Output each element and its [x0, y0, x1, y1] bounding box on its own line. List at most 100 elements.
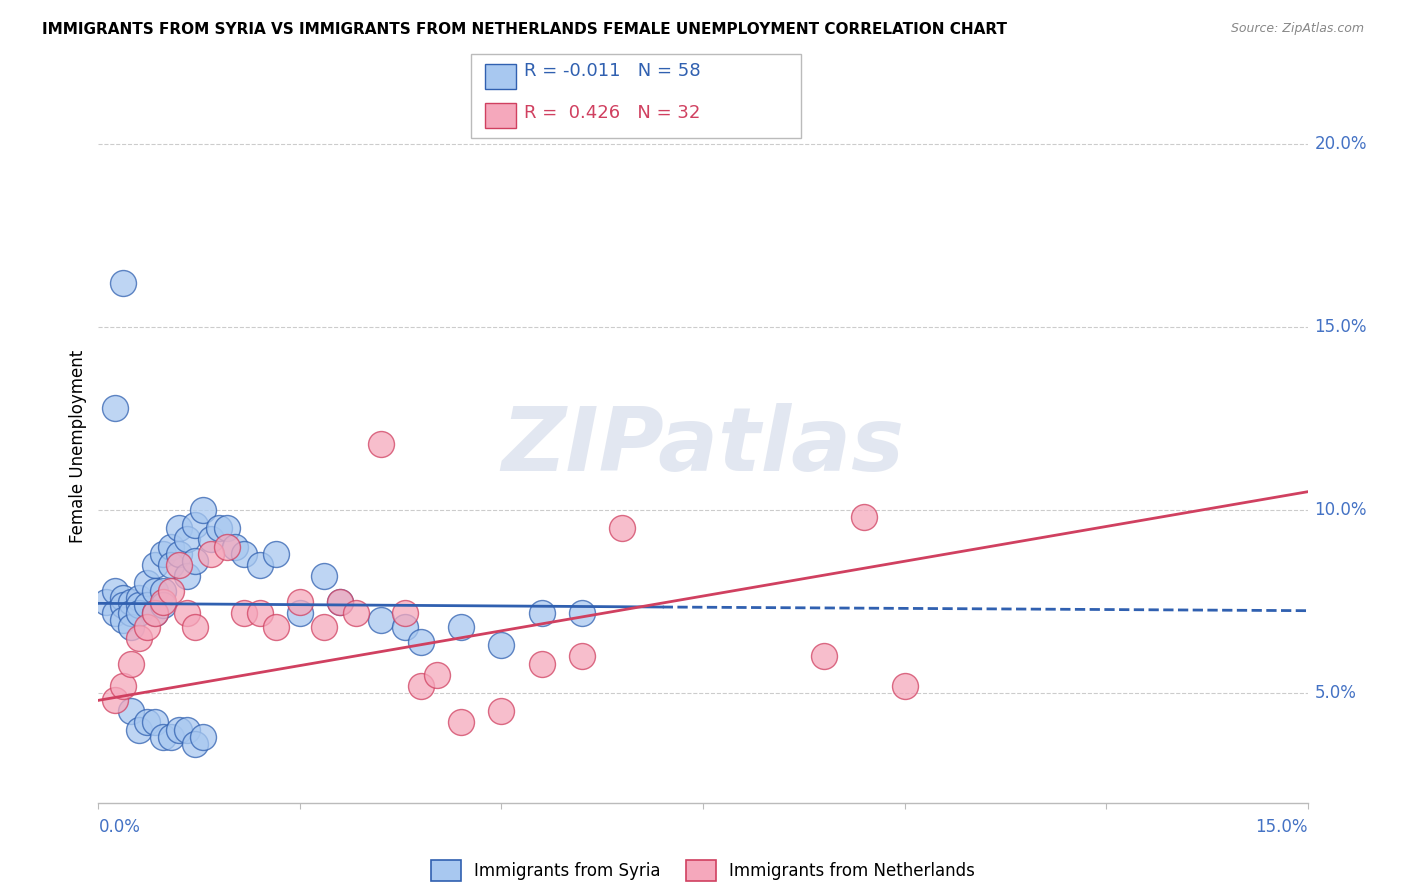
- Point: [160, 583, 183, 598]
- Point: [184, 554, 207, 568]
- Point: [111, 598, 134, 612]
- Point: [813, 649, 835, 664]
- Point: [200, 533, 222, 547]
- Point: [135, 598, 157, 612]
- Point: [111, 591, 134, 605]
- Text: 15.0%: 15.0%: [1315, 318, 1367, 336]
- Point: [450, 715, 472, 730]
- Point: [193, 503, 215, 517]
- Point: [853, 510, 876, 524]
- Point: [491, 639, 513, 653]
- Point: [135, 715, 157, 730]
- Point: [120, 704, 142, 718]
- Point: [120, 606, 142, 620]
- Point: [491, 704, 513, 718]
- Point: [370, 613, 392, 627]
- Point: [176, 606, 198, 620]
- Point: [249, 558, 271, 572]
- Point: [128, 606, 150, 620]
- Point: [167, 547, 190, 561]
- Point: [409, 634, 432, 648]
- Point: [143, 606, 166, 620]
- Point: [128, 598, 150, 612]
- Point: [160, 730, 183, 744]
- Point: [329, 594, 352, 608]
- Point: [426, 667, 449, 681]
- Point: [217, 540, 239, 554]
- Point: [176, 533, 198, 547]
- Point: [143, 583, 166, 598]
- Text: ZIPatlas: ZIPatlas: [502, 402, 904, 490]
- Text: 20.0%: 20.0%: [1315, 135, 1367, 153]
- Text: 15.0%: 15.0%: [1256, 818, 1308, 836]
- Point: [314, 620, 336, 634]
- Point: [135, 620, 157, 634]
- Point: [167, 558, 190, 572]
- Point: [111, 679, 134, 693]
- Point: [612, 521, 634, 535]
- Point: [200, 547, 222, 561]
- Text: IMMIGRANTS FROM SYRIA VS IMMIGRANTS FROM NETHERLANDS FEMALE UNEMPLOYMENT CORRELA: IMMIGRANTS FROM SYRIA VS IMMIGRANTS FROM…: [42, 22, 1007, 37]
- Point: [450, 620, 472, 634]
- Text: Source: ZipAtlas.com: Source: ZipAtlas.com: [1230, 22, 1364, 36]
- Point: [167, 521, 190, 535]
- Point: [128, 591, 150, 605]
- Point: [167, 723, 190, 737]
- Point: [288, 594, 311, 608]
- Point: [394, 620, 416, 634]
- Text: 10.0%: 10.0%: [1315, 501, 1367, 519]
- Point: [120, 620, 142, 634]
- Point: [120, 594, 142, 608]
- Legend: Immigrants from Syria, Immigrants from Netherlands: Immigrants from Syria, Immigrants from N…: [425, 854, 981, 888]
- Point: [184, 737, 207, 751]
- Point: [409, 679, 432, 693]
- Point: [152, 583, 174, 598]
- Point: [128, 631, 150, 645]
- Point: [184, 620, 207, 634]
- Point: [329, 594, 352, 608]
- Point: [184, 517, 207, 532]
- Point: [370, 437, 392, 451]
- Text: 5.0%: 5.0%: [1315, 684, 1357, 702]
- Point: [143, 715, 166, 730]
- Point: [288, 606, 311, 620]
- Point: [160, 540, 183, 554]
- Point: [143, 558, 166, 572]
- Point: [571, 606, 593, 620]
- Text: R = -0.011   N = 58: R = -0.011 N = 58: [524, 62, 702, 80]
- Point: [103, 583, 125, 598]
- Point: [103, 606, 125, 620]
- Point: [176, 569, 198, 583]
- Point: [314, 569, 336, 583]
- Point: [128, 723, 150, 737]
- Point: [530, 606, 553, 620]
- Point: [103, 693, 125, 707]
- Point: [143, 606, 166, 620]
- Point: [232, 547, 254, 561]
- Y-axis label: Female Unemployment: Female Unemployment: [69, 350, 87, 542]
- Text: 0.0%: 0.0%: [98, 818, 141, 836]
- Point: [152, 730, 174, 744]
- Point: [152, 547, 174, 561]
- Point: [224, 540, 246, 554]
- Point: [264, 620, 287, 634]
- Point: [152, 598, 174, 612]
- Point: [176, 723, 198, 737]
- Point: [160, 558, 183, 572]
- Point: [249, 606, 271, 620]
- Point: [111, 276, 134, 290]
- Point: [135, 576, 157, 591]
- Point: [394, 606, 416, 620]
- Point: [193, 730, 215, 744]
- Point: [264, 547, 287, 561]
- Point: [120, 657, 142, 671]
- Point: [571, 649, 593, 664]
- Point: [208, 521, 231, 535]
- Point: [96, 594, 118, 608]
- Point: [217, 521, 239, 535]
- Point: [893, 679, 915, 693]
- Point: [530, 657, 553, 671]
- Point: [232, 606, 254, 620]
- Point: [344, 606, 367, 620]
- Point: [152, 594, 174, 608]
